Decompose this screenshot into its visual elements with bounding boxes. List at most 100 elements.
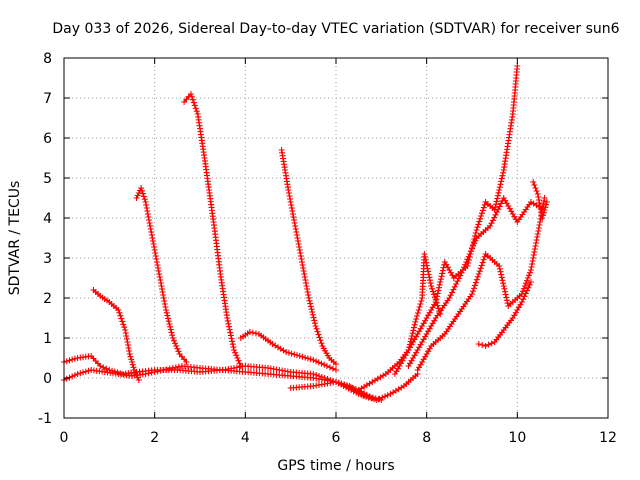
data-point bbox=[333, 379, 339, 385]
data-point bbox=[226, 323, 233, 330]
data-point bbox=[494, 192, 501, 199]
data-point bbox=[66, 357, 73, 364]
data-point bbox=[343, 382, 350, 389]
data-point bbox=[542, 204, 549, 211]
data-point bbox=[530, 252, 537, 258]
data-point bbox=[154, 368, 161, 375]
data-point bbox=[362, 393, 369, 400]
data-point bbox=[472, 237, 479, 244]
series-arc-4 bbox=[133, 185, 190, 365]
data-point bbox=[172, 364, 179, 371]
data-point bbox=[535, 194, 542, 200]
data-point bbox=[296, 244, 303, 250]
data-point bbox=[528, 264, 535, 270]
data-point bbox=[318, 374, 325, 380]
data-point bbox=[144, 208, 151, 214]
data-point bbox=[467, 248, 474, 255]
data-point bbox=[289, 208, 296, 214]
data-point bbox=[410, 355, 417, 361]
data-point bbox=[125, 345, 132, 351]
data-point bbox=[289, 211, 296, 217]
data-point bbox=[121, 324, 128, 331]
data-point bbox=[168, 329, 175, 336]
data-point bbox=[469, 245, 475, 252]
data-point bbox=[414, 313, 421, 319]
data-point bbox=[419, 339, 426, 345]
data-point bbox=[300, 268, 307, 274]
data-point bbox=[500, 283, 507, 289]
data-point bbox=[160, 295, 167, 301]
data-point bbox=[487, 223, 494, 229]
data-point bbox=[252, 330, 259, 337]
data-point bbox=[489, 217, 496, 224]
data-point bbox=[492, 211, 499, 218]
data-point bbox=[537, 206, 544, 212]
y-axis-label: SDTVAR / TECUs bbox=[7, 181, 23, 296]
data-point bbox=[474, 224, 481, 231]
data-point bbox=[151, 244, 158, 250]
data-point bbox=[511, 213, 518, 220]
data-point bbox=[229, 338, 236, 345]
data-point bbox=[416, 364, 423, 371]
data-point bbox=[439, 270, 446, 277]
data-point bbox=[534, 234, 541, 240]
data-point bbox=[360, 393, 367, 399]
data-point bbox=[77, 370, 84, 377]
data-point bbox=[504, 300, 511, 307]
data-point bbox=[423, 351, 430, 357]
data-point bbox=[535, 228, 542, 234]
data-point bbox=[152, 253, 159, 259]
data-point bbox=[233, 352, 240, 359]
data-point bbox=[477, 265, 484, 272]
data-point bbox=[498, 200, 505, 207]
data-point bbox=[427, 280, 434, 287]
series-arc-13 bbox=[475, 279, 534, 349]
data-point bbox=[493, 209, 500, 215]
data-point bbox=[422, 353, 429, 360]
data-point bbox=[505, 203, 512, 209]
data-point bbox=[441, 259, 448, 265]
data-point bbox=[446, 295, 453, 301]
data-point bbox=[410, 324, 417, 331]
data-point bbox=[295, 241, 302, 247]
data-point bbox=[368, 395, 375, 402]
data-point bbox=[287, 196, 294, 202]
data-point bbox=[156, 271, 163, 277]
data-point bbox=[173, 343, 180, 349]
data-point bbox=[384, 392, 391, 399]
data-point bbox=[497, 268, 504, 275]
data-point bbox=[414, 310, 421, 316]
data-point bbox=[449, 289, 456, 296]
data-point bbox=[302, 354, 309, 361]
data-point bbox=[294, 235, 301, 241]
data-point bbox=[432, 299, 439, 305]
data-point bbox=[473, 276, 480, 283]
data-point bbox=[457, 272, 464, 279]
data-point bbox=[165, 315, 172, 322]
data-point bbox=[288, 202, 295, 208]
grid-layer bbox=[64, 58, 608, 418]
data-point bbox=[183, 359, 190, 365]
data-point bbox=[470, 285, 477, 292]
data-point bbox=[520, 296, 527, 303]
data-point bbox=[161, 298, 168, 304]
data-point bbox=[538, 209, 545, 215]
data-point bbox=[533, 188, 540, 194]
data-point bbox=[291, 217, 298, 223]
data-point bbox=[529, 258, 536, 264]
data-point bbox=[138, 187, 145, 194]
data-point bbox=[85, 367, 92, 374]
data-point bbox=[419, 323, 426, 329]
data-point bbox=[474, 273, 481, 280]
data-point bbox=[141, 196, 148, 203]
series-arc-1 bbox=[61, 353, 376, 401]
data-point bbox=[126, 351, 133, 357]
data-point bbox=[150, 241, 157, 247]
data-point bbox=[531, 249, 538, 255]
data-point bbox=[508, 208, 515, 215]
data-point bbox=[438, 273, 445, 280]
data-point bbox=[429, 320, 436, 327]
data-point bbox=[122, 327, 129, 333]
data-point bbox=[447, 292, 454, 299]
data-point bbox=[100, 364, 107, 371]
